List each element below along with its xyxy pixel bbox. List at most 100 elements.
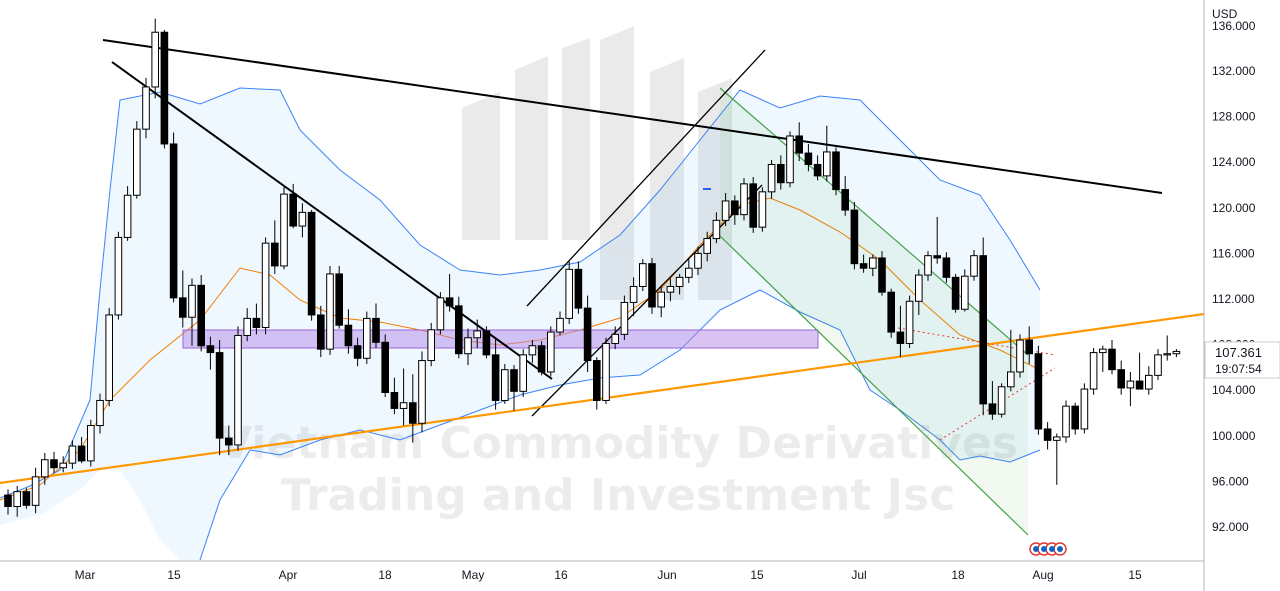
- candle-body: [225, 437, 233, 446]
- candle: [1126, 371, 1135, 407]
- candle: [537, 341, 546, 376]
- candle: [629, 277, 638, 317]
- candle: [353, 337, 362, 367]
- candle-body: [344, 324, 353, 347]
- candle-body: [1080, 388, 1089, 430]
- candle: [915, 269, 923, 315]
- candle: [390, 377, 399, 415]
- candle: [87, 419, 95, 467]
- candle-body: [537, 345, 546, 373]
- candle: [694, 246, 702, 276]
- candle-body: [850, 209, 859, 265]
- candle-body: [620, 301, 629, 335]
- candle: [68, 440, 77, 469]
- bollinger-fill: [0, 88, 1040, 560]
- countdown-timer: 19:07:54: [1215, 362, 1262, 376]
- candle: [997, 383, 1006, 418]
- candle: [1135, 352, 1144, 390]
- candle-body: [96, 399, 104, 427]
- candle: [234, 326, 242, 451]
- candle: [602, 337, 610, 404]
- candle-body: [905, 300, 914, 344]
- descending-trendline: [111, 61, 553, 380]
- candle-body: [22, 491, 31, 506]
- x-tick-label: 16: [554, 568, 568, 582]
- candle: [13, 485, 21, 517]
- candle-body: [694, 252, 702, 269]
- candle: [1145, 366, 1153, 395]
- x-tick-label: Jul: [851, 568, 866, 582]
- candle-body: [326, 273, 334, 350]
- candle-body: [1145, 374, 1153, 390]
- candle-body: [501, 369, 509, 401]
- candle-body: [666, 285, 675, 293]
- y-tick-label: 128.000: [1212, 110, 1256, 124]
- candle-body: [142, 86, 150, 130]
- candle-body: [841, 189, 850, 211]
- candle-body: [795, 135, 804, 154]
- candle: [657, 285, 666, 318]
- candle-body: [123, 194, 132, 238]
- candle: [740, 178, 748, 221]
- candle-body: [657, 291, 666, 308]
- candle-body: [363, 317, 371, 359]
- event-badges[interactable]: [1029, 542, 1067, 556]
- candle-body: [436, 297, 445, 331]
- y-tick-partial: 136.000: [1212, 19, 1256, 33]
- candle-body: [602, 342, 610, 401]
- descending-channel[interactable]: [719, 87, 1029, 536]
- candle-body: [915, 274, 923, 302]
- candle: [114, 231, 123, 320]
- candle-body: [491, 354, 500, 401]
- candle-body: [473, 330, 481, 339]
- candle-body: [13, 491, 21, 507]
- candle-body: [961, 275, 969, 310]
- ascending-support-line[interactable]: [0, 312, 1205, 485]
- candle: [721, 192, 730, 227]
- x-tick-label: 15: [1128, 568, 1142, 582]
- candle-body: [1163, 353, 1172, 356]
- candle: [381, 334, 389, 398]
- candle-body: [547, 331, 555, 373]
- candle-body: [510, 369, 518, 392]
- candle-body: [197, 284, 205, 347]
- triangle-pattern[interactable]: [897, 327, 1056, 441]
- candle: [519, 349, 528, 398]
- candle: [225, 425, 233, 456]
- candle-body: [813, 163, 822, 177]
- candle: [878, 251, 886, 296]
- trendlines[interactable]: [102, 39, 1163, 417]
- candle-body: [179, 297, 187, 318]
- price-axis[interactable]: 132.000 128.000 124.000 120.000 116.000 112.0…: [1212, 64, 1256, 534]
- x-tick-label: Jun: [657, 568, 676, 582]
- candle: [298, 203, 307, 238]
- y-tick-label: 132.000: [1212, 64, 1256, 78]
- support-resistance-zone[interactable]: [182, 329, 819, 349]
- candle: [445, 273, 454, 312]
- candle-body: [823, 151, 831, 177]
- candle-body: [565, 268, 574, 319]
- candle: [1016, 334, 1024, 378]
- candle-body: [261, 242, 270, 328]
- candle: [41, 452, 49, 485]
- x-tick-label: Aug: [1032, 568, 1053, 582]
- candle-body: [859, 263, 868, 269]
- candle-body: [749, 183, 758, 228]
- candle: [427, 322, 435, 367]
- candle-body: [41, 459, 49, 478]
- candle: [869, 254, 877, 277]
- candle: [179, 270, 187, 328]
- candle-body: [271, 242, 279, 267]
- candle: [280, 186, 288, 270]
- candle: [1099, 345, 1107, 372]
- candle: [436, 292, 445, 335]
- candle: [50, 451, 58, 474]
- candle: [105, 308, 114, 407]
- candle-body: [464, 337, 472, 355]
- candle-body: [1025, 339, 1034, 355]
- candle: [841, 175, 850, 216]
- candle: [455, 296, 463, 359]
- candle: [1071, 402, 1080, 435]
- time-axis[interactable]: Mar 15 Apr 18 May 16 Jun 15 Jul 18 Aug 15: [75, 568, 1142, 582]
